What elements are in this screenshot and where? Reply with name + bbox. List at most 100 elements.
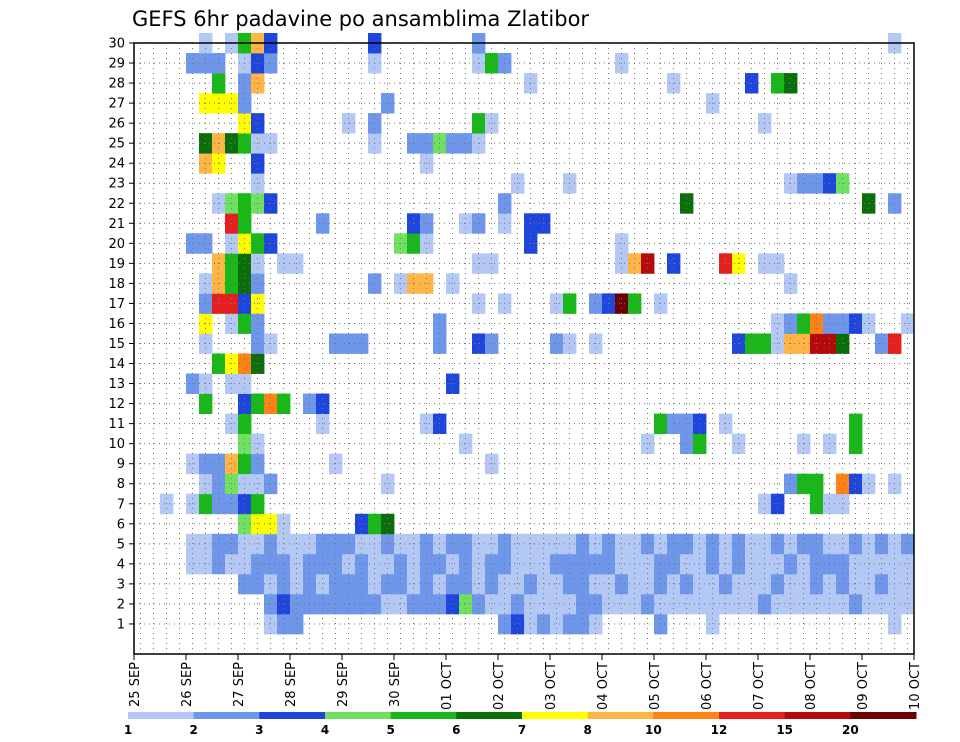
- heatmap-cell: [446, 533, 460, 555]
- x-tick-label: 04 OCT: [596, 662, 611, 710]
- heatmap-cell: [901, 533, 915, 555]
- heatmap-cell: [381, 553, 395, 575]
- heatmap-cell: [225, 553, 239, 575]
- heatmap-cell: [537, 613, 551, 635]
- heatmap-cell: [576, 533, 590, 555]
- heatmap-cell: [420, 533, 434, 555]
- colorbar-label: 8: [583, 723, 591, 737]
- colorbar-label: 1: [124, 723, 132, 737]
- heatmap-cell: [407, 553, 421, 575]
- heatmap-cell: [420, 553, 434, 575]
- heatmap-cell: [615, 533, 629, 555]
- heatmap-cell: [316, 593, 330, 615]
- colorbar-label: 6: [452, 723, 460, 737]
- chart-title: GEFS 6hr padavine po ansamblima Zlatibor: [132, 7, 589, 31]
- colorbar-swatch: [390, 712, 457, 719]
- heatmap-cell: [472, 553, 486, 575]
- colorbar-label: 3: [255, 723, 263, 737]
- heatmap-cell: [472, 533, 486, 555]
- heatmap-cell: [654, 553, 668, 575]
- heatmap-cell: [745, 573, 759, 595]
- y-tick-label: 26: [108, 117, 125, 132]
- heatmap-cell: [784, 593, 798, 615]
- heatmap-cell: [615, 573, 629, 595]
- heatmap-cell: [290, 613, 304, 635]
- heatmap-cell: [537, 533, 551, 555]
- y-tick-label: 15: [108, 337, 125, 352]
- heatmap-cell: [641, 553, 655, 575]
- y-tick-label: 29: [108, 57, 125, 72]
- heatmap-cell: [277, 553, 291, 575]
- heatmap-cell: [589, 573, 603, 595]
- heatmap-cell: [381, 593, 395, 615]
- heatmap-cell: [277, 533, 291, 555]
- y-tick-label: 14: [108, 357, 125, 372]
- y-tick-label: 20: [108, 237, 125, 252]
- x-tick-label: 08 OCT: [804, 662, 819, 710]
- x-tick-label: 27 SEP: [232, 662, 247, 707]
- colorbar-swatch: [128, 712, 195, 719]
- heatmap-cell: [576, 573, 590, 595]
- heatmap-cell: [537, 553, 551, 575]
- heatmap-cell: [381, 533, 395, 555]
- heatmap-cell: [537, 593, 551, 615]
- heatmap-cell: [771, 593, 785, 615]
- heatmap-cell: [875, 553, 889, 575]
- heatmap-cell: [667, 573, 681, 595]
- y-tick-label: 23: [108, 177, 125, 192]
- x-tick-label: 07 OCT: [752, 662, 767, 710]
- heatmap-cell: [706, 593, 720, 615]
- x-tick-label: 30 SEP: [388, 662, 403, 707]
- heatmap-cell: [680, 593, 694, 615]
- heatmap-cell: [810, 533, 824, 555]
- x-tick-label: 06 OCT: [700, 662, 715, 710]
- heatmap-cell: [654, 613, 668, 635]
- heatmap-cell: [875, 573, 889, 595]
- x-axis-ticks: 25 SEP 26 SEP 27 SEP 28 SEP 29 SEP 30 SEP 01 O…: [128, 654, 923, 710]
- heatmap-cell: [641, 593, 655, 615]
- heatmap-cell: [810, 573, 824, 595]
- colorbar-swatch: [850, 712, 917, 719]
- heatmap-cell: [524, 593, 538, 615]
- heatmap-cell: [342, 553, 356, 575]
- heatmap-cell: [771, 553, 785, 575]
- heatmap-cell: [797, 573, 811, 595]
- y-tick-label: 30: [108, 37, 125, 52]
- heatmap-cell: [719, 593, 733, 615]
- heatmap-cell: [342, 573, 356, 595]
- heatmap-cell: [550, 613, 564, 635]
- heatmap-cell: [511, 573, 525, 595]
- colorbar-label: 7: [518, 723, 526, 737]
- colorbar-swatch: [653, 712, 720, 719]
- heatmap-cell: [342, 533, 356, 555]
- heatmap-cell: [849, 593, 863, 615]
- heatmap-cell: [680, 533, 694, 555]
- heatmap-cell: [771, 533, 785, 555]
- heatmap-cell: [407, 533, 421, 555]
- y-tick-label: 9: [117, 457, 125, 472]
- heatmap-cell: [719, 553, 733, 575]
- colorbar-label: 12: [711, 723, 728, 737]
- colorbar-label: 2: [189, 723, 197, 737]
- y-axis-ticks: 1234567891011121314151617181920212223242…: [108, 37, 134, 632]
- y-tick-label: 8: [117, 477, 125, 492]
- heatmap-cell: [550, 533, 564, 555]
- heatmap-cell: [459, 573, 473, 595]
- heatmap-cell: [251, 533, 265, 555]
- grid-lines: [134, 42, 914, 654]
- heatmap-cell: [771, 573, 785, 595]
- heatmap-cell: [836, 593, 850, 615]
- heatmap-cell: [810, 593, 824, 615]
- y-tick-label: 28: [108, 77, 125, 92]
- colorbar-swatch: [193, 712, 260, 719]
- heatmap-cell: [667, 593, 681, 615]
- heatmap-cell: [849, 533, 863, 555]
- heatmap-cell: [524, 573, 538, 595]
- heatmap-cell: [550, 573, 564, 595]
- heatmap-cell: [355, 533, 369, 555]
- heatmap-cell: [264, 613, 278, 635]
- x-tick-label: 01 OCT: [440, 662, 455, 710]
- heatmap-cell: [550, 593, 564, 615]
- heatmap-cell: [485, 553, 499, 575]
- heatmap-cell: [732, 533, 746, 555]
